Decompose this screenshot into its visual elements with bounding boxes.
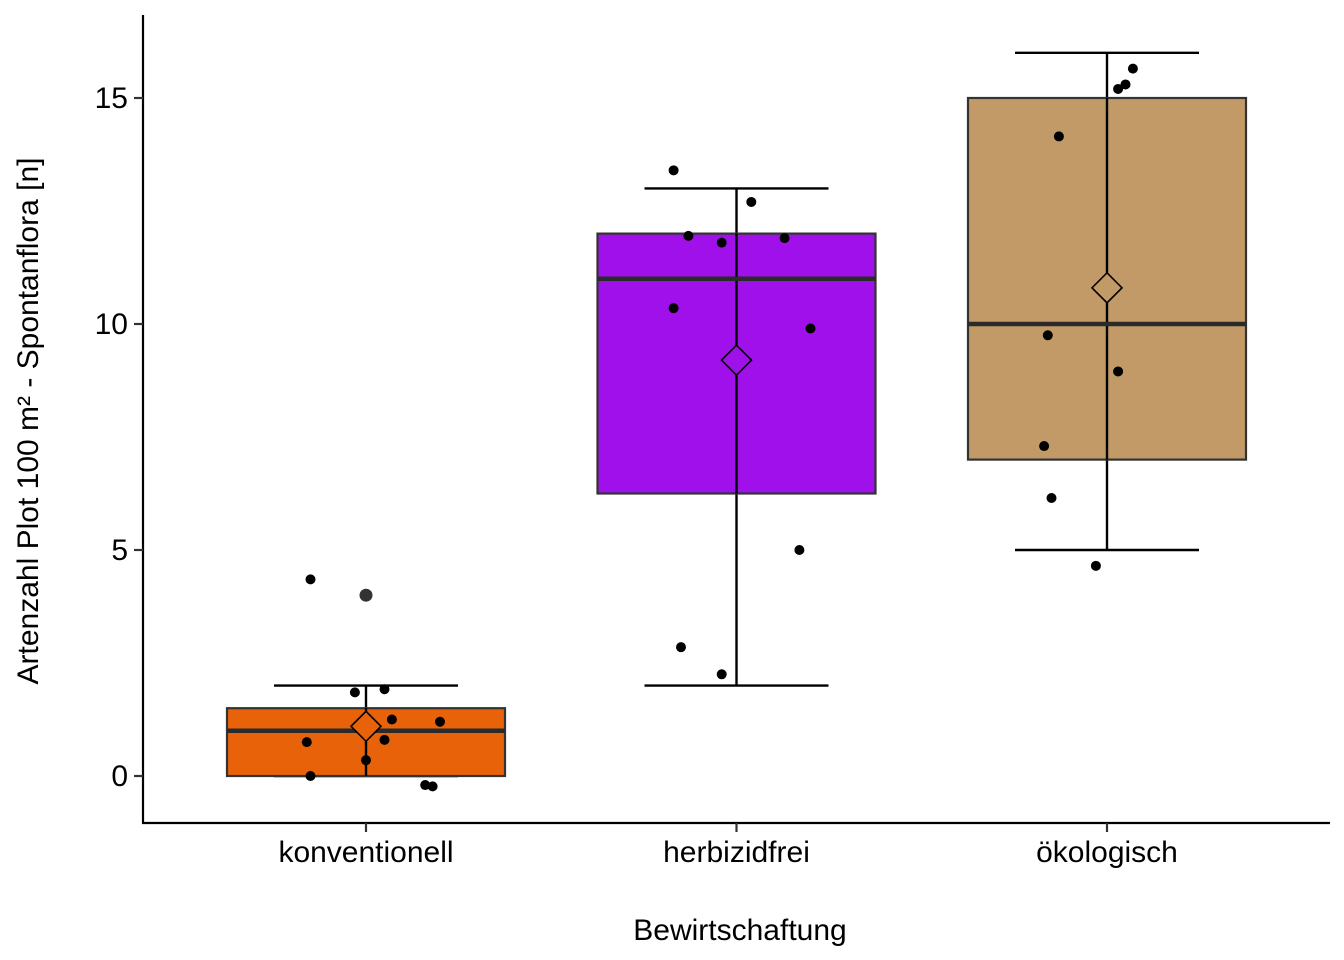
data-point bbox=[305, 771, 316, 781]
axis-ticks: 0 5 10 15 konventionell herbizidfrei ökologisc… bbox=[95, 82, 1178, 869]
outlier-point bbox=[359, 588, 373, 602]
data-point bbox=[794, 545, 805, 555]
x-tick-label: ökologisch bbox=[1036, 836, 1178, 869]
data-point bbox=[805, 323, 816, 334]
data-point bbox=[668, 165, 679, 176]
data-point bbox=[386, 714, 397, 725]
data-point bbox=[427, 781, 438, 792]
data-point bbox=[1113, 83, 1124, 94]
data-point bbox=[305, 574, 316, 585]
data-point bbox=[1039, 441, 1050, 452]
data-point bbox=[746, 196, 757, 207]
data-point bbox=[379, 734, 390, 745]
y-tick-label: 15 bbox=[95, 82, 128, 115]
data-point bbox=[676, 642, 686, 653]
y-tick-label: 10 bbox=[95, 308, 128, 341]
box-group-0 bbox=[225, 574, 507, 792]
data-point bbox=[361, 755, 371, 766]
data-point bbox=[683, 230, 694, 241]
mean-diamond bbox=[720, 344, 753, 377]
y-tick-label: 0 bbox=[111, 760, 128, 793]
data-point bbox=[716, 237, 727, 248]
x-tick-label: konventionell bbox=[278, 836, 453, 869]
mean-diamond bbox=[349, 710, 383, 743]
data-point bbox=[301, 737, 312, 748]
data-point bbox=[435, 716, 445, 727]
data-point bbox=[1053, 131, 1064, 142]
data-point bbox=[1042, 330, 1053, 341]
data-point bbox=[668, 303, 679, 314]
data-point bbox=[1090, 560, 1101, 571]
data-point bbox=[779, 233, 790, 244]
data-point bbox=[1127, 63, 1138, 74]
data-point bbox=[349, 687, 360, 698]
data-point bbox=[1120, 79, 1131, 90]
box-group-2 bbox=[966, 51, 1248, 571]
mean-diamond bbox=[1090, 271, 1124, 304]
x-axis-title: Bewirtschaftung bbox=[633, 914, 846, 947]
data-point bbox=[379, 684, 390, 695]
x-tick-label: herbizidfrei bbox=[663, 836, 810, 869]
box-group-1 bbox=[596, 165, 877, 687]
data-point bbox=[1046, 493, 1057, 504]
data-point bbox=[420, 780, 431, 791]
data-point bbox=[1113, 366, 1124, 377]
y-axis-title: Artenzahl Plot 100 m² - Spontanflora [n] bbox=[12, 158, 45, 685]
y-tick-label: 5 bbox=[111, 534, 128, 567]
plot-area bbox=[225, 51, 1248, 792]
data-point bbox=[716, 669, 727, 680]
